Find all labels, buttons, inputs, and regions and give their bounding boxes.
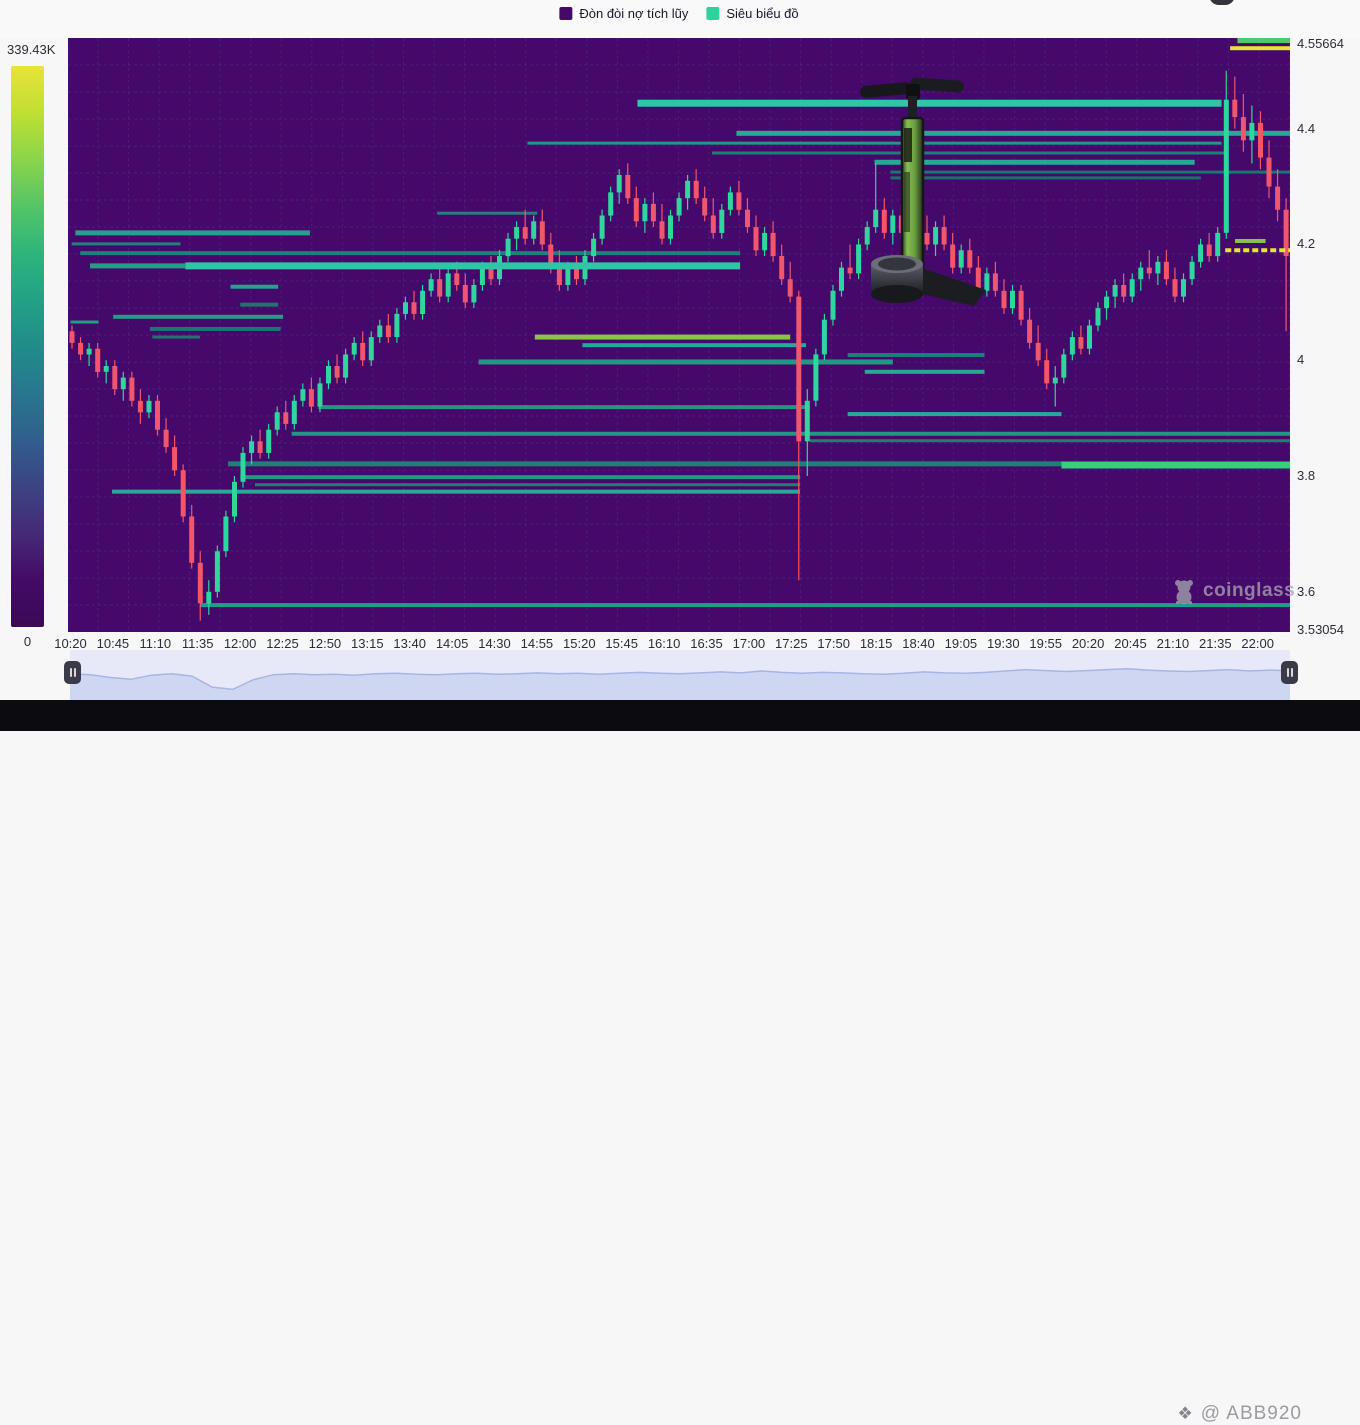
pump-shaft — [908, 96, 917, 122]
time-axis-label: 10:20 — [54, 636, 87, 651]
chart-legend: Đòn đòi nợ tích lũy Siêu biểu đồ — [559, 6, 799, 21]
time-axis-label: 11:35 — [181, 636, 214, 651]
user-watermark: ❖ @ ABB920 — [1178, 1403, 1303, 1425]
time-axis-label: 11:10 — [139, 636, 172, 651]
colorbar-max-label: 339.43K — [7, 42, 56, 57]
price-axis-label: 3.8 — [1297, 468, 1316, 483]
legend-swatch — [559, 7, 573, 20]
price-axis-label: 4.55664 — [1297, 36, 1344, 51]
coinglass-watermark: coinglass — [1172, 578, 1295, 604]
partial-avatar-circle[interactable] — [1209, 0, 1235, 5]
time-axis-label: 17:25 — [775, 636, 808, 651]
time-axis-label: 21:10 — [1156, 636, 1190, 651]
gem-icon: ❖ — [1177, 1404, 1193, 1423]
legend-label: Siêu biểu đồ — [726, 6, 799, 21]
time-axis-label: 17:00 — [732, 636, 766, 651]
legend-item-0[interactable]: Đòn đòi nợ tích lũy — [559, 6, 688, 21]
legend-label: Đòn đòi nợ tích lũy — [579, 6, 689, 21]
chart-svg — [68, 38, 1290, 632]
coinglass-watermark-text: coinglass — [1203, 580, 1296, 601]
time-axis-label: 12:25 — [266, 636, 299, 651]
price-axis-label: 4.4 — [1297, 120, 1316, 136]
time-axis-label: 17:50 — [817, 636, 850, 651]
time-axis-label: 22:00 — [1241, 636, 1274, 651]
time-axis-label: 13:15 — [351, 636, 384, 651]
time-axis-label: 14:55 — [520, 636, 554, 651]
time-axis-label: 16:10 — [647, 636, 681, 651]
time-axis-label: 14:05 — [435, 636, 469, 651]
candlestick-chart-canvas[interactable] — [68, 38, 1290, 632]
navigator-left-handle[interactable] — [64, 661, 81, 684]
legend-swatch — [706, 7, 720, 20]
time-axis-label: 19:05 — [944, 636, 978, 651]
liquidation-colorbar — [11, 66, 44, 627]
time-axis-label: 10:45 — [96, 636, 130, 651]
price-axis-label: 3.53054 — [1297, 622, 1344, 637]
time-axis-label: 12:50 — [308, 636, 342, 651]
price-axis-label: 3.6 — [1297, 583, 1316, 599]
time-axis-label: 13:40 — [393, 636, 426, 651]
user-watermark-text: @ ABB920 — [1200, 1403, 1302, 1424]
bike-pump-overlay-image — [860, 77, 986, 306]
pump-gauge-base — [871, 255, 986, 306]
colorbar-min-label: 0 — [23, 634, 32, 649]
time-axis-label: 16:35 — [690, 636, 723, 651]
time-axis-label: 19:55 — [1029, 636, 1062, 651]
time-axis-label: 20:20 — [1071, 636, 1105, 651]
time-axis-label: 15:45 — [605, 636, 638, 651]
time-axis-label: 18:40 — [902, 636, 935, 651]
range-navigator[interactable] — [69, 650, 1291, 700]
time-axis-label: 14:30 — [478, 636, 511, 651]
legend-item-1[interactable]: Siêu biểu đồ — [706, 6, 799, 21]
time-axis-label: 12:00 — [223, 636, 257, 651]
pump-handle — [860, 77, 964, 100]
navigator-area-chart — [69, 667, 1291, 700]
time-axis-label: 18:15 — [859, 636, 893, 651]
footer-bar: ❖ @ ABB920 — [0, 700, 1360, 1424]
navigator-right-handle[interactable] — [1281, 661, 1298, 684]
time-axis-label: 19:30 — [987, 636, 1020, 651]
top-bar: Đòn đòi nợ tích lũy Siêu biểu đồ — [0, 0, 1360, 38]
price-axis-label: 4 — [1297, 352, 1305, 368]
price-axis-label: 4.2 — [1297, 236, 1316, 252]
time-axis-label: 15:20 — [563, 636, 596, 651]
coinglass-bear-icon — [1175, 580, 1193, 604]
time-axis-label: 21:35 — [1199, 636, 1232, 651]
time-axis-label: 20:45 — [1114, 636, 1147, 651]
